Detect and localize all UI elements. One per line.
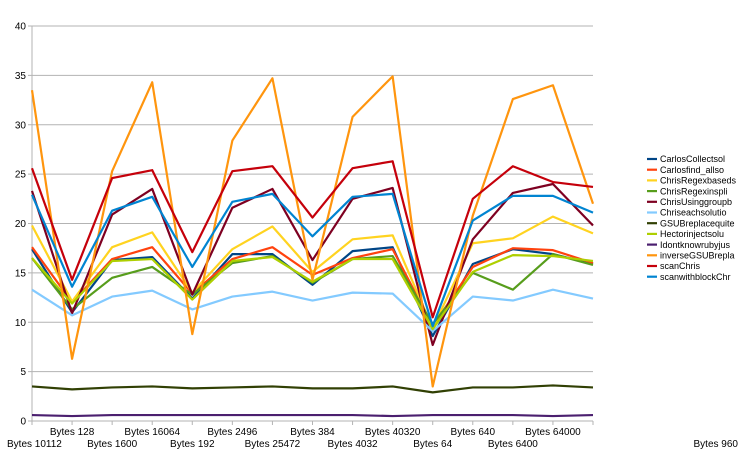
legend-entry: GSUBreplacequite — [660, 218, 735, 228]
x-tick-label: Bytes 640 — [451, 427, 496, 438]
series-line-ChrisRegexinspli — [31, 253, 594, 326]
x-tick-label: Bytes 6400 — [488, 439, 538, 450]
y-tick-label: 5 — [20, 367, 26, 378]
legend-entry: ChrisUsinggroupb — [660, 197, 732, 207]
gridlines — [32, 25, 593, 422]
x-tick-label: Bytes 16064 — [124, 427, 180, 438]
series-line-scanwithblockChr — [30, 192, 594, 328]
x-tick-label: Bytes 2496 — [207, 427, 257, 438]
legend-entry: CarlosCollectsol — [660, 154, 725, 164]
legend: CarlosCollectsolCarlosfind_allsoChrisReg… — [647, 154, 737, 282]
x-tick-label: Bytes 64000 — [525, 427, 581, 438]
y-tick-label: 35 — [15, 71, 27, 82]
series-line-GSUBreplacequite — [31, 384, 594, 394]
x-tick-label: Bytes 4032 — [328, 439, 378, 450]
series-line-ChrisRegexbaseds — [31, 215, 594, 330]
x-tick-label: Bytes 10112 — [7, 439, 62, 450]
legend-entry: scanChris — [660, 261, 701, 271]
x-tick-label: Bytes 64 — [413, 439, 452, 450]
series-lines — [30, 75, 595, 418]
y-tick-label: 40 — [15, 22, 27, 33]
x-tick-label: Bytes 1600 — [87, 439, 137, 450]
x-tick-label: Bytes 192 — [170, 439, 215, 450]
series-line-inverseGSUBrepla — [30, 75, 595, 388]
y-tick-label: 0 — [20, 417, 26, 428]
series-line-Idontknowrubyjus — [31, 413, 594, 418]
y-tick-label: 15 — [15, 268, 27, 279]
x-tick-label: Bytes 25472 — [245, 439, 301, 450]
series-line-Hectorinjectsolu — [31, 254, 594, 331]
x-tick-label: Bytes 960 — [694, 439, 739, 450]
x-tick-label: Bytes 384 — [290, 427, 335, 438]
series-line-scanChris — [30, 160, 594, 319]
y-axis: 0 5 10 15 20 25 30 35 40 — [15, 22, 33, 428]
y-tick-label: 20 — [15, 219, 27, 230]
x-tick-label: Bytes 128 — [50, 427, 95, 438]
legend-entry: Idontknowrubyjus — [660, 240, 731, 250]
y-tick-label: 30 — [15, 120, 27, 131]
x-tick-label: Bytes 40320 — [365, 427, 421, 438]
y-tick-label: 10 — [15, 318, 27, 329]
series-line-Chriseachsolutio — [31, 288, 594, 333]
y-tick-label: 25 — [15, 170, 27, 181]
legend-entry: Carlosfind_allso — [660, 165, 724, 175]
legend-entry: inverseGSUBrepla — [660, 251, 735, 261]
legend-entry: ChrisRegexbaseds — [660, 176, 737, 186]
legend-entry: Chriseachsolutio — [660, 208, 727, 218]
legend-entry: scanwithblockChr — [660, 272, 731, 282]
legend-entry: ChrisRegexinspli — [660, 186, 728, 196]
legend-entry: Hectorinjectsolu — [660, 229, 724, 239]
